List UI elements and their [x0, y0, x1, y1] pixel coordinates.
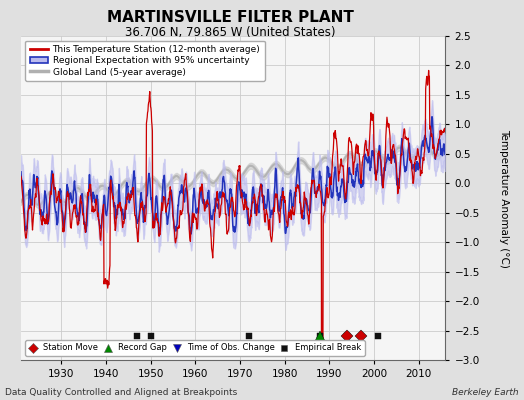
Text: MARTINSVILLE FILTER PLANT: MARTINSVILLE FILTER PLANT: [107, 10, 354, 25]
Legend: Station Move, Record Gap, Time of Obs. Change, Empirical Break: Station Move, Record Gap, Time of Obs. C…: [25, 340, 365, 356]
Text: Berkeley Earth: Berkeley Earth: [452, 388, 519, 397]
Y-axis label: Temperature Anomaly (°C): Temperature Anomaly (°C): [499, 128, 509, 268]
Text: Data Quality Controlled and Aligned at Breakpoints: Data Quality Controlled and Aligned at B…: [5, 388, 237, 397]
Text: 36.706 N, 79.865 W (United States): 36.706 N, 79.865 W (United States): [125, 26, 336, 39]
